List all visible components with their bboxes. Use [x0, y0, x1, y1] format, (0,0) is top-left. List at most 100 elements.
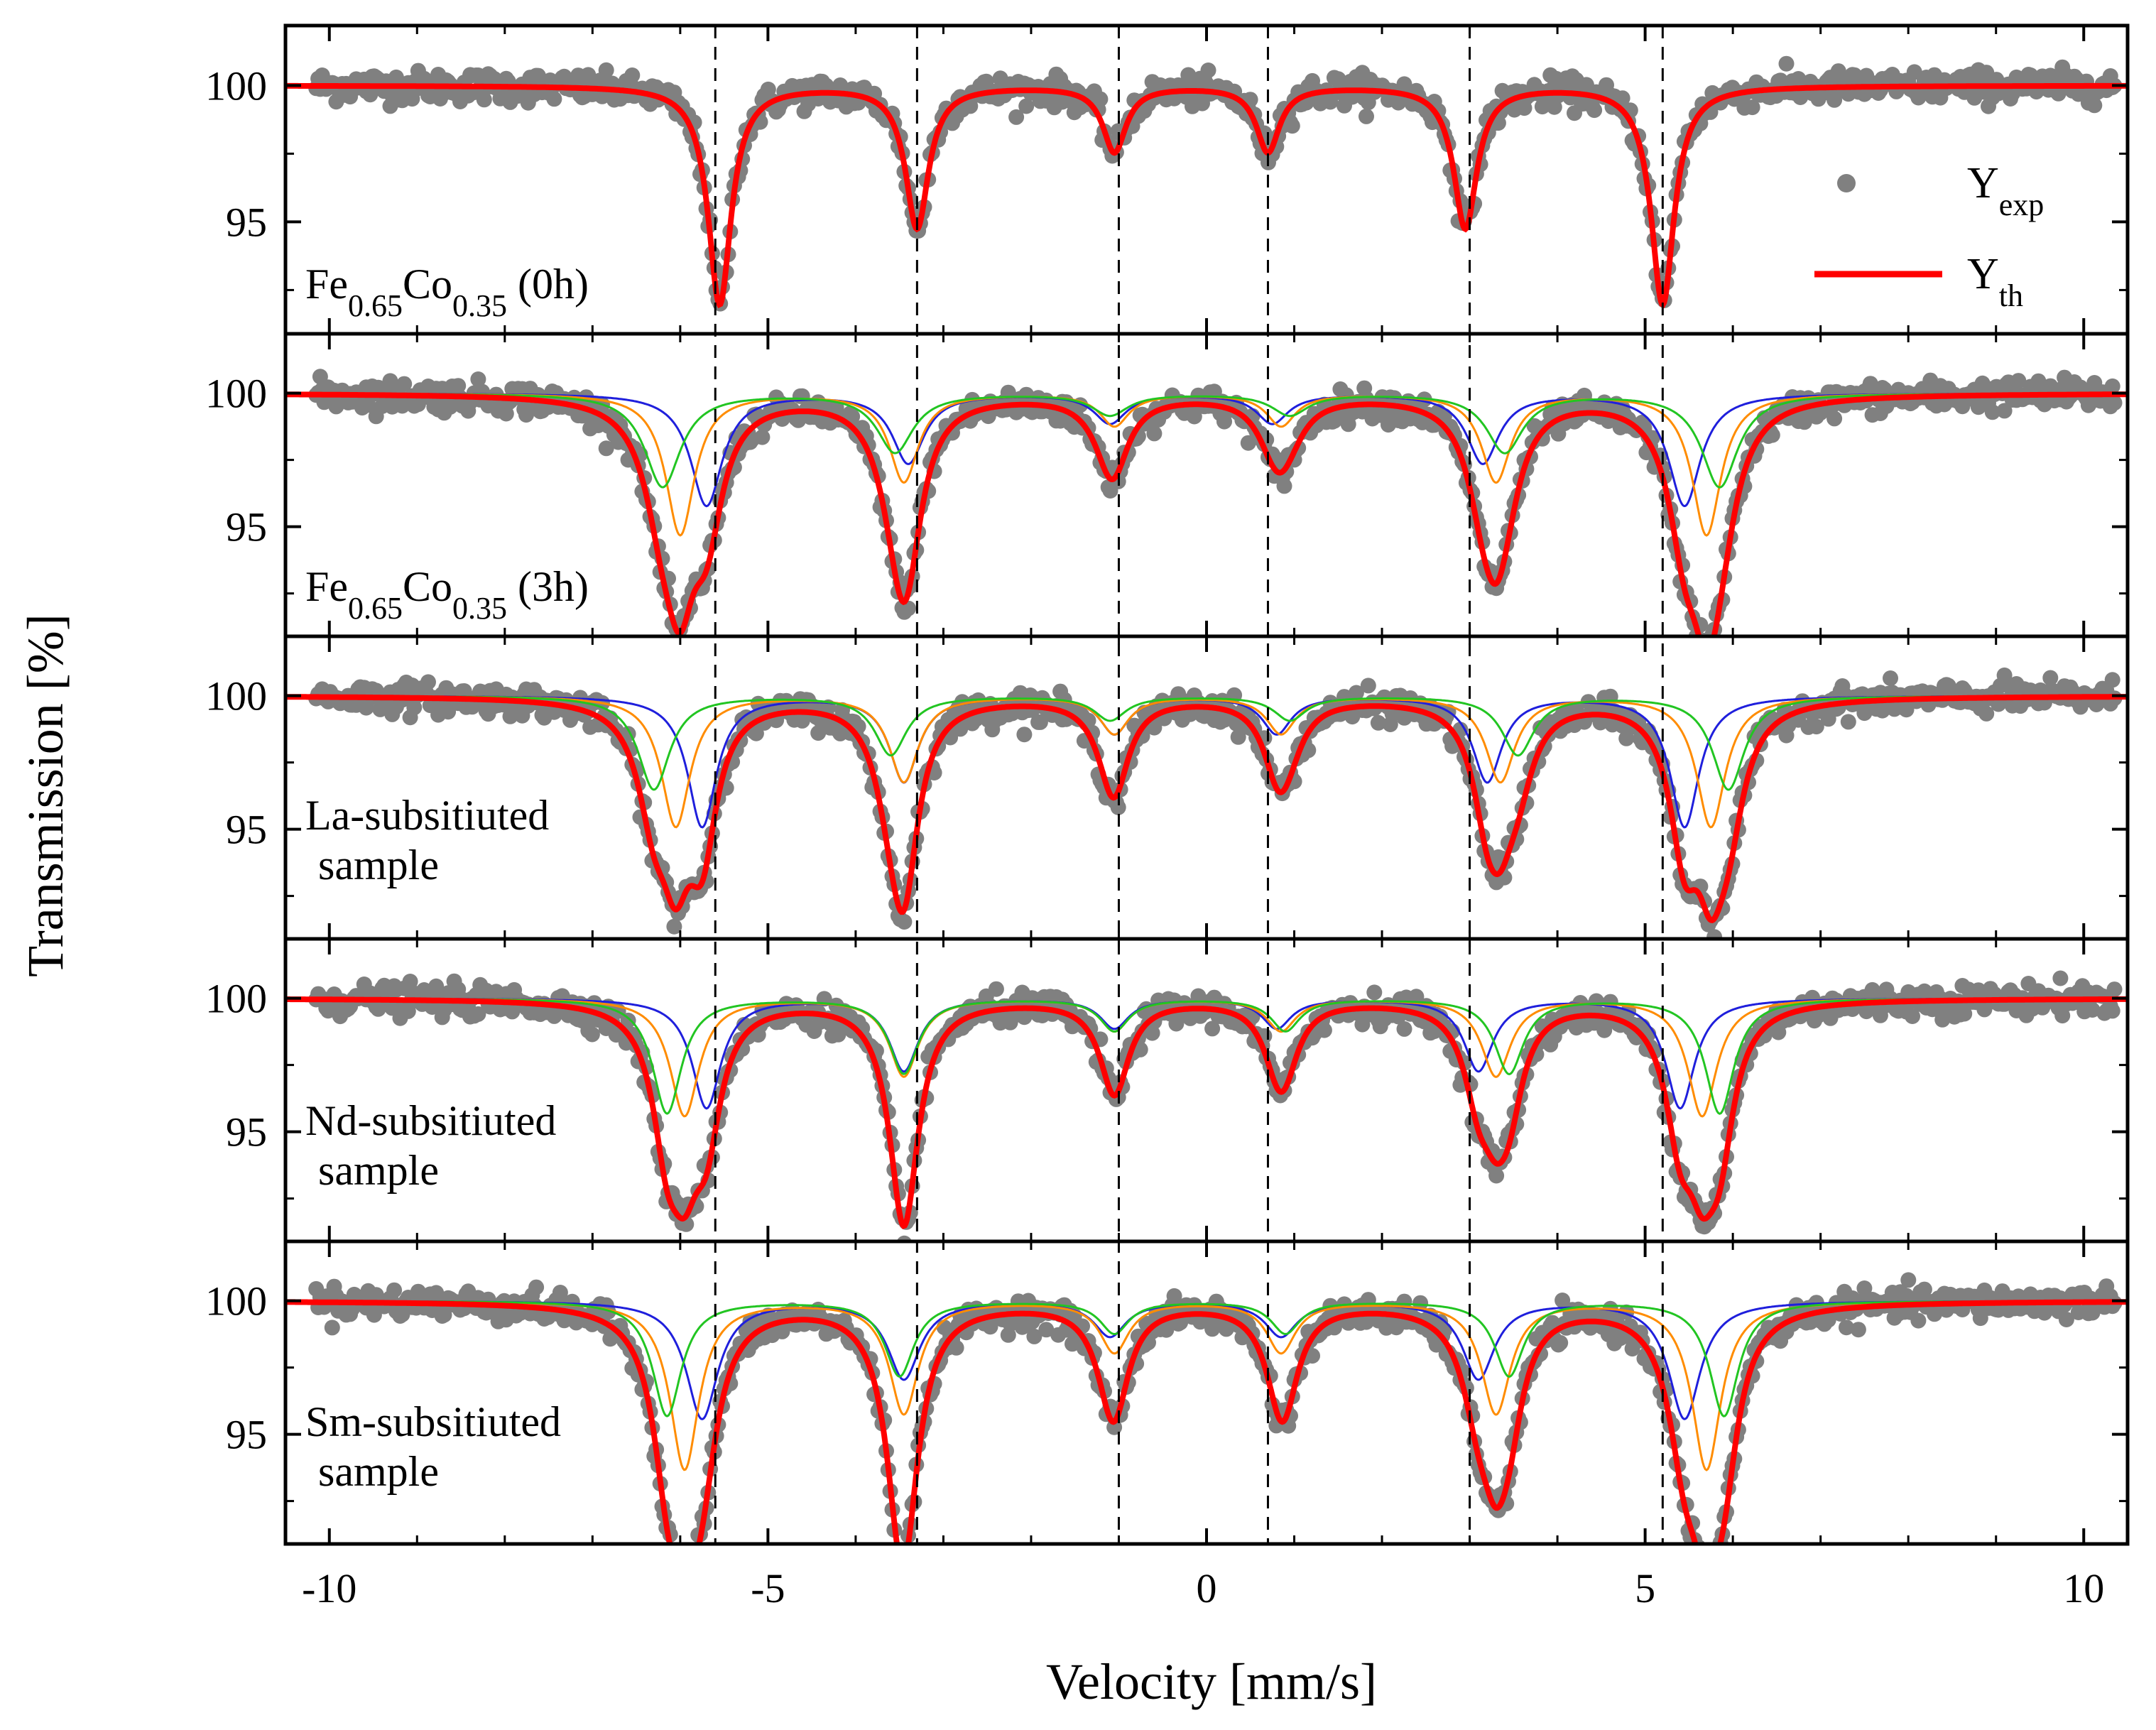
panel-5-plot-area [285, 1272, 2128, 1609]
data-point [895, 1550, 910, 1565]
data-point [2104, 672, 2120, 688]
data-point [1701, 641, 1716, 656]
data-point [1586, 102, 1603, 119]
data-point [1016, 727, 1033, 743]
data-point [476, 92, 492, 108]
panel-frame [283, 937, 2130, 1244]
data-point [1552, 1334, 1569, 1351]
experimental-data-series [308, 55, 2123, 312]
data-point [470, 371, 486, 387]
green-component-curve [285, 1300, 2128, 1418]
data-point [665, 1553, 680, 1569]
panel-2-plot-area [285, 369, 2128, 674]
data-point [620, 1012, 636, 1028]
data-point [598, 62, 614, 78]
data-point [1284, 118, 1300, 134]
data-point [600, 1304, 616, 1320]
data-point [624, 67, 641, 83]
panel-label: La-subsitiuted [305, 792, 549, 839]
y-tick-label: 95 [226, 199, 267, 245]
data-point [1588, 993, 1604, 1009]
label-text: Co [403, 563, 452, 610]
data-point [1764, 427, 1780, 443]
data-point [2054, 1008, 2071, 1024]
data-point [1699, 658, 1714, 674]
data-point [1110, 799, 1126, 815]
data-point [1978, 705, 1995, 722]
x-tick-label: -10 [302, 1565, 356, 1611]
data-point [1984, 404, 2000, 420]
data-point [1703, 1579, 1719, 1595]
data-point [2106, 981, 2123, 998]
panel-frame [283, 634, 2130, 941]
y-tick-label: 100 [205, 976, 267, 1022]
data-point [893, 1553, 908, 1569]
data-point [680, 1571, 696, 1587]
experimental-data-series [308, 970, 2123, 1241]
green-component-curve [285, 392, 2128, 489]
legend-label-fit: Yth [1967, 250, 2023, 313]
x-tick-label: 5 [1635, 1565, 1655, 1611]
data-point [1711, 1545, 1726, 1560]
experimental-data-series [308, 369, 2123, 674]
y-tick-label: 95 [226, 1412, 267, 1458]
data-point [1204, 1021, 1221, 1037]
data-point [1701, 1569, 1716, 1584]
data-point [1614, 90, 1630, 107]
data-point [675, 1593, 690, 1609]
orange-component-curve [285, 392, 2128, 537]
data-point [810, 725, 827, 741]
data-point [1900, 1272, 1917, 1288]
data-point [1808, 719, 1824, 735]
data-point [1200, 62, 1216, 78]
label-text: (0h) [507, 261, 589, 308]
green-component-curve [285, 695, 2128, 791]
y-tick-label: 100 [205, 673, 267, 719]
y-tick-label: 100 [205, 1278, 267, 1324]
legend-label-exp: Yexp [1967, 159, 2044, 222]
subscript-text: 0.35 [452, 591, 507, 626]
data-point [400, 1003, 416, 1019]
fit-curve [285, 1299, 2128, 1544]
data-point [1488, 1168, 1505, 1184]
data-point [1906, 64, 1922, 80]
data-point [754, 429, 771, 445]
data-point [1697, 638, 1712, 654]
panel-label: Fe0.65Co0.35 (0h) [305, 261, 589, 323]
data-point [1316, 1022, 1332, 1038]
data-point [1370, 714, 1386, 731]
data-point [2106, 395, 2123, 411]
data-point [1032, 714, 1048, 730]
data-point [1305, 1348, 1320, 1364]
data-point [528, 1279, 545, 1295]
data-point [677, 1584, 692, 1599]
fit-curve [285, 694, 2128, 924]
experimental-data-series [308, 1272, 2123, 1609]
data-point [1359, 108, 1374, 124]
x-tick-label: -5 [751, 1565, 785, 1611]
panel-4-plot-area [285, 970, 2128, 1241]
data-point [982, 1319, 998, 1335]
data-point [584, 1026, 600, 1043]
y-tick-label: 100 [205, 62, 267, 109]
panels-layer: 95 100 Fe0.65Co0.35 (0h) 95100Fe0.65Co0.35 … [205, 23, 2130, 1609]
y-axis-title: Transmission [%] [17, 614, 74, 976]
data-point [1408, 989, 1425, 1005]
data-point [1744, 99, 1760, 116]
data-point [687, 1557, 702, 1573]
panel-label-line2: sample [318, 1147, 439, 1194]
data-point [1396, 1293, 1412, 1310]
label-text: (3h) [507, 563, 589, 610]
data-point [688, 1558, 704, 1574]
data-point [1146, 719, 1163, 736]
data-point [1038, 1322, 1055, 1338]
data-point [546, 91, 562, 107]
data-point [1348, 685, 1364, 701]
data-point [678, 1586, 694, 1601]
data-point [948, 1339, 964, 1356]
